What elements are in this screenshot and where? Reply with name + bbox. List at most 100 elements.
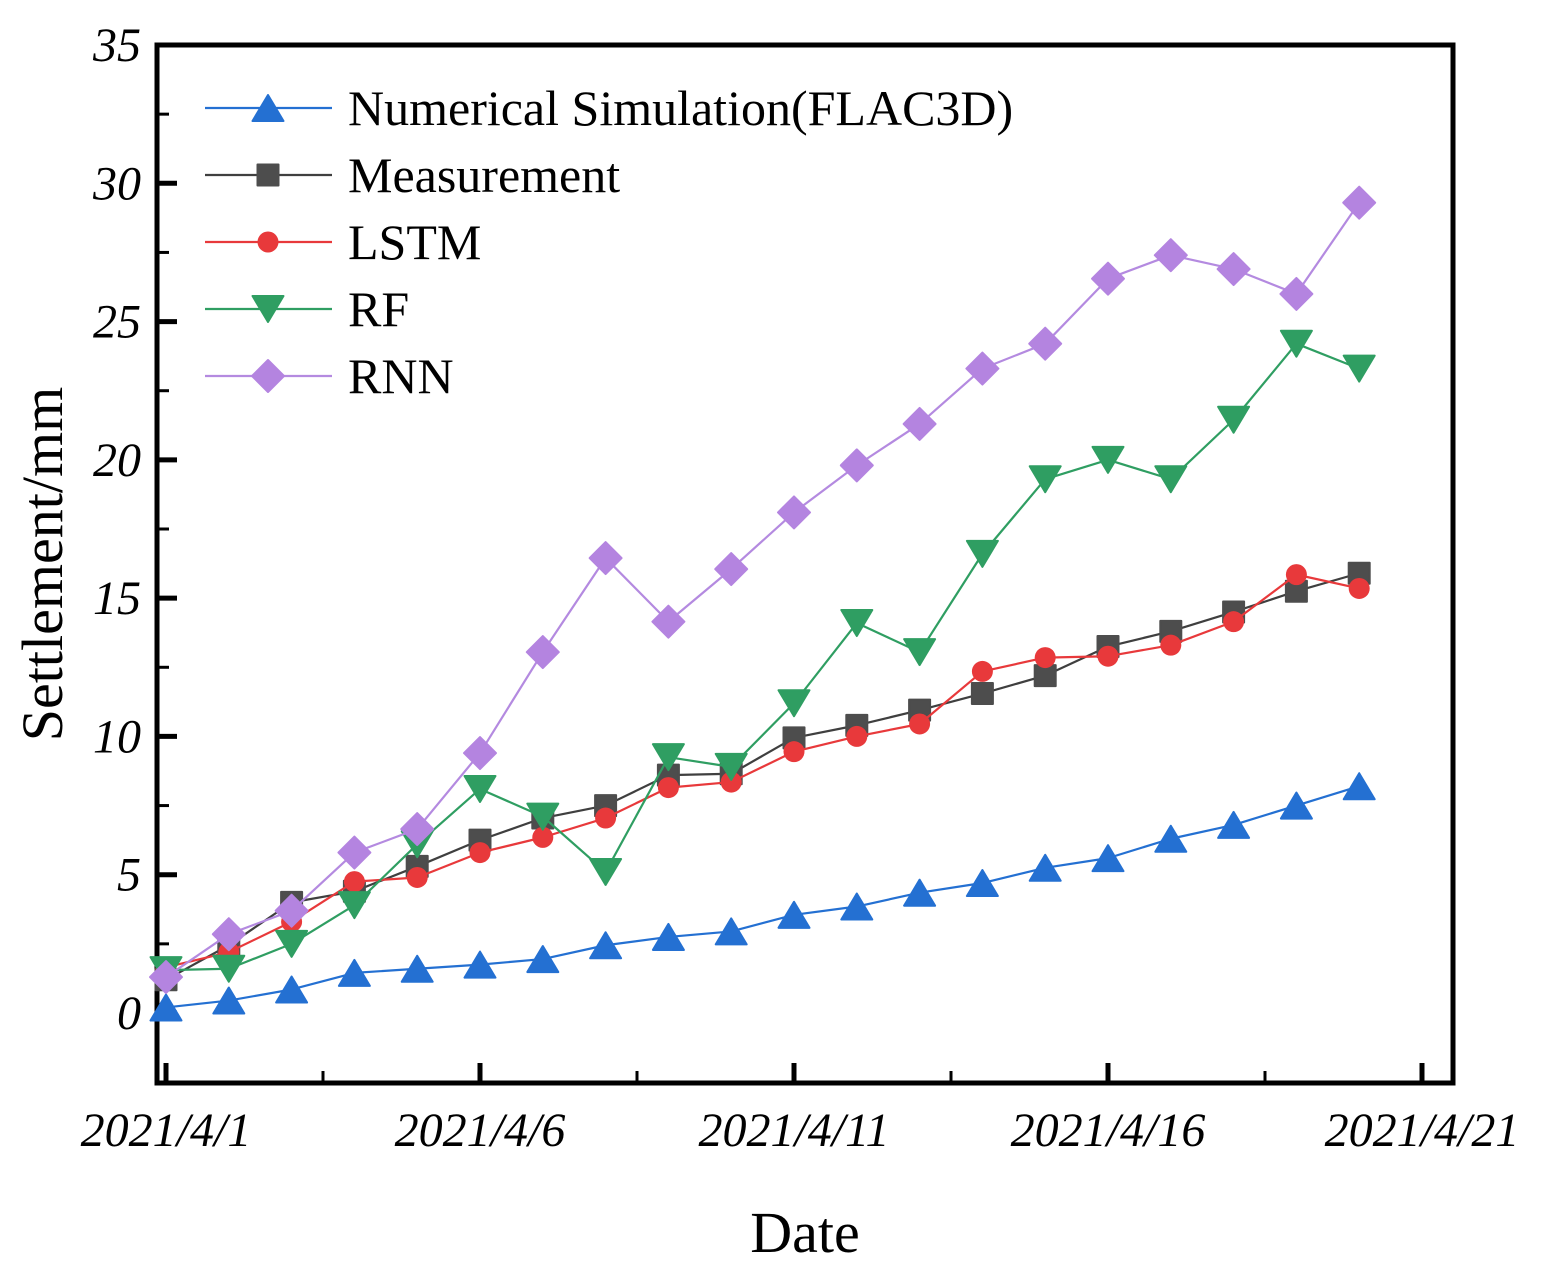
marker-numerical-simulation-flac3d (714, 917, 748, 946)
marker-numerical-simulation-flac3d (400, 954, 434, 983)
marker-rf (714, 752, 748, 781)
marker-rnn (777, 495, 811, 530)
legend-label-rnn: RNN (348, 348, 454, 404)
legend-label-measurement: Measurement (348, 147, 620, 203)
x-tick-label: 2021/4/11 (698, 1104, 889, 1157)
marker-rf (275, 929, 309, 958)
marker-numerical-simulation-flac3d (777, 900, 811, 929)
marker-numerical-simulation-flac3d (463, 950, 497, 979)
marker-lstm (1034, 647, 1056, 669)
marker-rnn (400, 812, 435, 847)
marker-numerical-simulation-flac3d (1091, 844, 1125, 873)
y-axis-title: Settlement/mm (10, 387, 75, 741)
marker-lstm (1160, 634, 1182, 656)
marker-rnn (714, 552, 749, 587)
marker-rnn (651, 604, 686, 639)
legend-marker-numerical-simulation-flac3d (251, 94, 285, 122)
legend-marker-rf (251, 295, 285, 323)
marker-rf (1154, 465, 1188, 494)
y-tick-label: 35 (92, 19, 141, 72)
marker-rnn (1342, 185, 1377, 220)
marker-rnn (525, 635, 560, 670)
marker-lstm (343, 871, 365, 893)
x-tick-label: 2021/4/1 (81, 1104, 252, 1157)
series-line-rf (165, 342, 1360, 972)
legend-marker-rnn (251, 359, 285, 393)
marker-numerical-simulation-flac3d (526, 945, 560, 974)
marker-lstm (783, 741, 805, 763)
marker-numerical-simulation-flac3d (965, 869, 999, 898)
marker-lstm (657, 777, 679, 799)
marker-rnn (1028, 326, 1063, 361)
marker-rf (965, 539, 999, 568)
marker-lstm (1348, 577, 1370, 599)
marker-measurement (1347, 561, 1371, 585)
x-tick-label: 2021/4/21 (1325, 1104, 1520, 1157)
plot-frame (154, 42, 1456, 1086)
marker-rnn (337, 835, 372, 870)
marker-rf (526, 802, 560, 831)
y-tick-label: 15 (93, 572, 141, 625)
marker-rnn (839, 448, 874, 483)
marker-numerical-simulation-flac3d (589, 931, 623, 960)
marker-rf (777, 689, 811, 718)
marker-rnn (149, 960, 183, 995)
marker-rf (463, 774, 497, 803)
marker-lstm (846, 725, 868, 747)
y-tick-label: 10 (93, 710, 141, 763)
x-tick-label: 2021/4/16 (1011, 1104, 1206, 1157)
marker-rnn (274, 893, 309, 928)
marker-rnn (211, 917, 246, 952)
legend-label-numerical-simulation-flac3d: Numerical Simulation(FLAC3D) (348, 80, 1013, 136)
x-axis-title: Date (750, 1200, 860, 1265)
marker-rnn (588, 541, 623, 576)
marker-measurement (1033, 664, 1057, 688)
y-tick-label: 30 (92, 157, 141, 210)
marker-rf (1091, 445, 1125, 474)
marker-lstm (1097, 645, 1119, 667)
y-tick-label: 0 (117, 987, 141, 1040)
marker-rf (1028, 465, 1062, 494)
marker-rf (651, 743, 685, 772)
marker-numerical-simulation-flac3d (651, 922, 685, 951)
marker-numerical-simulation-flac3d (1217, 810, 1251, 839)
legend-label-lstm: LSTM (348, 214, 481, 270)
marker-rnn (1091, 261, 1125, 296)
legend-marker-measurement (256, 163, 280, 187)
marker-rnn (902, 406, 937, 441)
y-tick-label: 20 (93, 434, 141, 487)
marker-lstm (720, 771, 742, 793)
marker-rf (337, 891, 371, 920)
marker-rf (589, 857, 623, 886)
marker-rf (840, 609, 874, 638)
marker-rf (1279, 329, 1313, 358)
marker-numerical-simulation-flac3d (840, 892, 874, 921)
marker-numerical-simulation-flac3d (275, 975, 309, 1004)
marker-numerical-simulation-flac3d (337, 958, 371, 987)
marker-lstm (469, 842, 491, 864)
x-tick-label: 2021/4/6 (395, 1104, 566, 1157)
legend-label-rf: RF (348, 281, 409, 337)
marker-lstm (1223, 611, 1245, 633)
marker-numerical-simulation-flac3d (1028, 853, 1062, 882)
marker-rnn (1279, 276, 1314, 311)
series-line-rnn (165, 202, 1361, 978)
marker-lstm (1285, 564, 1307, 586)
marker-numerical-simulation-flac3d (903, 878, 937, 907)
marker-lstm (532, 826, 554, 848)
plot-area: 0 5 10 15 20 25 30 35 2021/4/1 2021/4/6 2021/4/11 2… (81, 19, 1520, 1157)
marker-lstm (909, 713, 931, 735)
marker-numerical-simulation-flac3d (1342, 772, 1376, 801)
marker-lstm (595, 807, 617, 829)
legend-marker-lstm (257, 231, 279, 253)
marker-lstm (971, 660, 993, 682)
marker-rf (212, 954, 246, 983)
marker-numerical-simulation-flac3d (1279, 791, 1313, 820)
marker-rnn (965, 351, 1000, 386)
marker-rnn (463, 736, 497, 771)
marker-numerical-simulation-flac3d (1154, 824, 1188, 853)
marker-rnn (1153, 238, 1188, 273)
y-tick-label: 25 (93, 296, 141, 349)
